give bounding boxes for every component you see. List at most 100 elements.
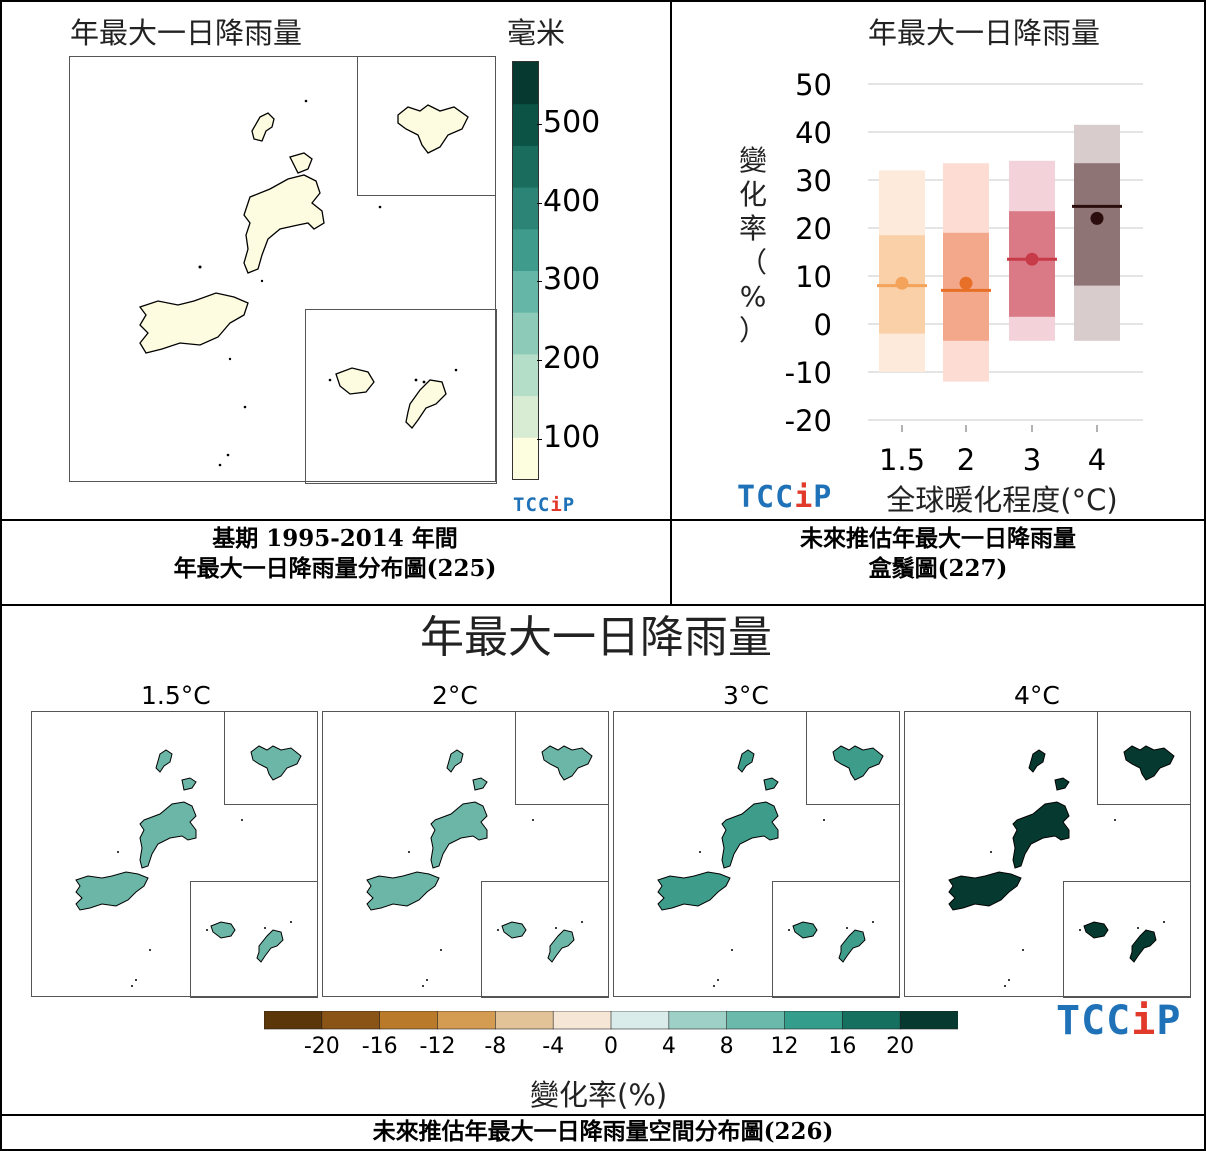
- base-colorbar-tickmark: [537, 438, 542, 440]
- base-colorbar-segment: [513, 145, 538, 188]
- base-colorbar-segment: [513, 437, 538, 480]
- future-map-inset-north: [515, 711, 609, 805]
- change-colorbar-tick: 20: [886, 1034, 915, 1059]
- island-mid: [289, 152, 313, 174]
- change-colorbar-label: 變化率(%): [530, 1078, 668, 1112]
- y-tick-label: 20: [795, 212, 832, 246]
- change-colorbar-segment: [437, 1011, 497, 1030]
- panel-b-title: 年最大一日降雨量: [868, 16, 1101, 50]
- change-colorbar-segment: [321, 1011, 381, 1030]
- x-axis-label: 全球暖化程度(°C): [886, 483, 1117, 517]
- x-tick-label: 2: [957, 443, 975, 477]
- change-colorbar: [264, 1011, 958, 1030]
- island-west: [138, 292, 249, 354]
- panel-a-unit: 毫米: [507, 16, 566, 50]
- base-colorbar-segment: [513, 395, 538, 438]
- panel-c-title: 年最大一日降雨量: [420, 612, 772, 663]
- base-colorbar-segment: [513, 312, 538, 355]
- base-colorbar-tick: 500: [543, 104, 601, 140]
- panel-a-logo: TCCiP: [513, 494, 576, 516]
- change-colorbar-tick: -4: [542, 1034, 565, 1059]
- base-map: [69, 56, 497, 484]
- base-map-inset-south: [305, 309, 497, 484]
- future-map-label: 1.5°C: [141, 681, 211, 710]
- box-mean: [1025, 252, 1039, 266]
- future-map-inset-north: [224, 711, 318, 805]
- x-tick-label: 3: [1023, 443, 1041, 477]
- change-colorbar-segment: [379, 1011, 439, 1030]
- top-border: [0, 0, 1206, 2]
- change-colorbar-tick: 12: [770, 1034, 799, 1059]
- island-main: [243, 174, 325, 274]
- base-colorbar-tick: 200: [543, 340, 601, 376]
- y-tick-label: 30: [795, 164, 832, 198]
- change-colorbar-segment: [842, 1011, 901, 1030]
- base-colorbar-tickmark: [537, 359, 542, 361]
- future-map-inset-south: [190, 881, 318, 998]
- base-colorbar-segment: [513, 62, 538, 105]
- box-mean: [1090, 211, 1104, 225]
- right-border: [1204, 0, 1206, 1151]
- caption-base-line2: 年最大一日降雨量分布圖(225): [173, 555, 497, 582]
- change-colorbar-tick: 4: [661, 1034, 676, 1059]
- change-colorbar-segment: [495, 1011, 554, 1030]
- bottom-border: [0, 1149, 1206, 1151]
- future-map-label: 4°C: [1014, 681, 1060, 710]
- boxplot-chart: -20 -10 0 10 20 30 40 50 1.5 2 3 4 變化率（%） 全球暖化程度(°C): [739, 68, 1143, 517]
- change-colorbar-tick: 0: [604, 1034, 618, 1059]
- panel-b-logo: TCCiP: [737, 480, 833, 515]
- caption-base-line1: 基期 1995-2014 年間: [212, 525, 458, 552]
- future-map-panel: [322, 711, 609, 998]
- base-colorbar-svg: [513, 62, 538, 480]
- change-colorbar-segment: [552, 1011, 612, 1030]
- base-map-svg: [138, 99, 382, 467]
- base-colorbar-segment: [513, 103, 538, 146]
- future-map-label: 2°C: [432, 681, 478, 710]
- future-map-inset-north: [806, 711, 900, 805]
- caption-box-line1: 未來推估年最大一日降雨量: [800, 525, 1076, 552]
- future-map-inset-south: [772, 881, 900, 998]
- base-colorbar-tick: 400: [543, 183, 601, 219]
- change-colorbar-tick: -20: [303, 1034, 340, 1059]
- caption-base-map: 基期 1995-2014 年間 年最大一日降雨量分布圖(225): [0, 524, 670, 584]
- middle-divider: [670, 0, 672, 605]
- change-colorbar-segment: [726, 1011, 786, 1030]
- base-colorbar-tickmark: [537, 123, 542, 125]
- base-colorbar-segment: [513, 187, 538, 230]
- x-tick-label: 1.5: [879, 443, 925, 477]
- base-colorbar: [512, 61, 539, 480]
- base-colorbar-tick: 100: [543, 419, 601, 455]
- caption-future-map: 未來推估年最大一日降雨量空間分布圖(226): [372, 1118, 834, 1145]
- y-tick-label: -20: [785, 404, 832, 438]
- future-map-panel: [31, 711, 318, 998]
- future-map-panel: [904, 711, 1191, 998]
- future-map-inset-south: [481, 881, 609, 998]
- base-map-inset-north: [357, 56, 496, 196]
- y-tick-label: 50: [795, 68, 832, 102]
- base-colorbar-segment: [513, 228, 538, 271]
- row1-divider: [0, 519, 1206, 521]
- row3-divider: [0, 1114, 1206, 1116]
- future-map-panel: [613, 711, 900, 998]
- change-colorbar-tick: 8: [719, 1034, 734, 1059]
- future-map-inset-north: [1097, 711, 1191, 805]
- x-tick-label: 4: [1088, 443, 1106, 477]
- change-colorbar-tick: -8: [484, 1034, 507, 1059]
- left-border: [0, 0, 2, 1151]
- base-colorbar-segment: [513, 270, 538, 313]
- base-colorbar-tickmark: [537, 202, 542, 204]
- y-tick-label: 10: [795, 260, 832, 294]
- panel-c-logo: TCCiP: [1056, 998, 1182, 1044]
- y-tick-label: 40: [795, 116, 832, 150]
- change-colorbar-segment: [784, 1011, 844, 1030]
- y-axis-label: 變化率（%）: [739, 144, 767, 347]
- change-colorbar-segment: [899, 1011, 958, 1030]
- base-colorbar-tickmark: [537, 281, 542, 283]
- caption-boxplot: 未來推估年最大一日降雨量 盒鬚圖(227): [672, 524, 1204, 584]
- change-colorbar-segment: [668, 1011, 728, 1030]
- base-colorbar-tick: 300: [543, 262, 601, 298]
- y-tick-label: -10: [785, 356, 832, 390]
- future-map-inset-south: [1063, 881, 1191, 998]
- box-mean: [959, 276, 973, 290]
- panel-a-title: 年最大一日降雨量: [70, 16, 303, 50]
